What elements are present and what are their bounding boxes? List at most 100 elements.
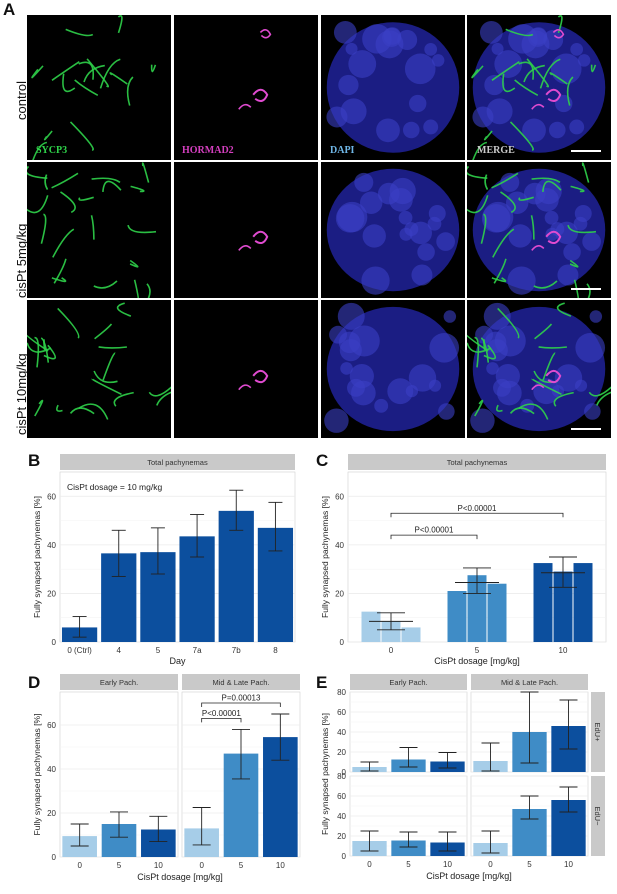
e-ytick-label: 0 <box>342 768 347 777</box>
c-bar <box>553 571 573 642</box>
e-strip-label: Mid & Late Pach. <box>501 678 558 687</box>
e-ytick-label: 20 <box>337 832 346 841</box>
c-bar <box>447 591 467 642</box>
d-bracket <box>201 702 281 707</box>
d-xtick-label: 10 <box>276 861 285 870</box>
panel-label-b: B <box>28 451 41 470</box>
e-row-strip <box>591 692 605 772</box>
e-ylabel: Fully synapsed pachynemas [%] <box>320 713 330 835</box>
c-bar <box>467 575 487 642</box>
e-ytick-label: 60 <box>337 708 346 717</box>
e-xtick-label: 5 <box>406 860 411 869</box>
e-strip-label: Early Pach. <box>389 678 427 687</box>
d-bracket <box>201 718 242 723</box>
d-pvalue-label: P=0.00013 <box>222 694 261 703</box>
b-strip <box>60 454 295 470</box>
c-xtick-label: 5 <box>475 646 480 655</box>
e-ytick-label: 80 <box>337 772 346 781</box>
micrograph-merge-row1 <box>467 15 611 160</box>
d-strip <box>182 674 300 690</box>
d-ytick-label: 40 <box>47 765 56 774</box>
d-strip-label: Mid & Late Pach. <box>212 678 269 687</box>
c-strip-label: Total pachynemas <box>447 458 508 467</box>
channel-label-merge: MERGE <box>477 145 515 156</box>
channel-label-hormad2: HORMAD2 <box>182 145 234 156</box>
d-xtick-label: 5 <box>117 861 122 870</box>
c-ylabel: Fully synapsed pachynemas [%] <box>320 496 330 618</box>
b-ytick-label: 0 <box>52 638 57 647</box>
b-annotation: CisPt dosage = 10 mg/kg <box>67 482 162 492</box>
d-bar <box>62 836 97 857</box>
b-xtick-label: 8 <box>273 646 278 655</box>
b-xtick-label: 0 (Ctrl) <box>67 646 92 655</box>
b-plot-area <box>59 471 296 643</box>
d-strip-label: Early Pach. <box>100 678 138 687</box>
d-xtick-label: 0 <box>77 861 82 870</box>
d-strip <box>60 674 178 690</box>
d-ytick-label: 20 <box>47 809 56 818</box>
c-bar <box>361 611 381 642</box>
e-bar <box>391 840 426 856</box>
e-xtick-label: 0 <box>488 860 493 869</box>
e-strip <box>350 674 467 690</box>
c-ytick-label: 20 <box>335 589 344 598</box>
b-xtick-label: 7b <box>232 646 241 655</box>
d-xtick-label: 0 <box>199 861 204 870</box>
c-xtick-label: 10 <box>559 646 568 655</box>
micrograph-sycp3-row2 <box>27 162 171 298</box>
panel-label-c: C <box>316 451 329 470</box>
panel-label-a: A <box>3 0 16 19</box>
micrograph-sycp3-row3 <box>27 300 171 438</box>
micrograph-hormad2-row3 <box>174 300 318 438</box>
d-xlabel: CisPt dosage [mg/kg] <box>137 872 223 882</box>
c-bar <box>533 563 553 642</box>
c-pvalue-label: P<0.00001 <box>458 504 497 513</box>
micrograph-hormad2-row2 <box>174 162 318 298</box>
e-ytick-label: 40 <box>337 812 346 821</box>
e-ytick-label: 0 <box>342 852 347 861</box>
chart-b: Total pachynemas 0 20 40 60 CisPt dosage = 10… <box>32 454 296 666</box>
e-row-strip-label: EdU− <box>593 807 602 827</box>
channel-label-dapi: DAPI <box>330 145 355 156</box>
e-strip <box>471 674 588 690</box>
e-ytick-label: 80 <box>337 688 346 697</box>
chart-e: Early Pach. Mid & Late Pach. EdU+ EdU− 0 20 40… <box>320 674 605 881</box>
e-xtick-label: 0 <box>367 860 372 869</box>
e-xtick-label: 5 <box>527 860 532 869</box>
micrograph-dapi-row1 <box>321 15 465 160</box>
b-ytick-label: 40 <box>47 541 56 550</box>
d-ytick-label: 0 <box>52 853 57 862</box>
c-ytick-label: 60 <box>335 492 344 501</box>
d-ylabel: Fully synapsed pachynemas [%] <box>32 714 42 836</box>
d-xtick-label: 10 <box>154 861 163 870</box>
c-bar <box>573 563 593 642</box>
e-row-strip <box>591 776 605 856</box>
micrograph-merge-row2 <box>467 162 611 298</box>
c-ytick-label: 0 <box>340 638 345 647</box>
c-bar <box>381 621 401 642</box>
e-xtick-label: 10 <box>564 860 573 869</box>
b-xlabel: Day <box>169 656 186 666</box>
b-xtick-label: 4 <box>117 646 122 655</box>
d-pvalue-label: P<0.00001 <box>202 709 241 718</box>
b-ytick-label: 20 <box>47 589 56 598</box>
c-ytick-label: 40 <box>335 541 344 550</box>
c-strip <box>348 454 606 470</box>
d-ytick-label: 60 <box>47 721 56 730</box>
b-ytick-label: 60 <box>47 492 56 501</box>
c-xlabel: CisPt dosage [mg/kg] <box>434 656 520 666</box>
c-bracket <box>390 512 564 518</box>
b-xtick-label: 5 <box>156 646 161 655</box>
c-bar <box>487 583 507 642</box>
b-strip-label: Total pachynemas <box>147 458 208 467</box>
channel-label-sycp3: SYCP3 <box>36 145 68 156</box>
c-bracket <box>390 534 478 540</box>
e-xlabel: CisPt dosage [mg/kg] <box>426 871 512 881</box>
b-bar <box>218 510 254 642</box>
e-ytick-label: 20 <box>337 748 346 757</box>
chart-d: Early Pach. 0 20 40 60 0 5 10 Mid & Late Pach. 0 5… <box>32 674 301 882</box>
micrograph-hormad2-row1 <box>174 15 318 160</box>
micrograph-sycp3-row1 <box>27 15 171 160</box>
b-ylabel: Fully synapsed pachynemas [%] <box>32 496 42 618</box>
micrograph-merge-row3 <box>467 300 611 438</box>
